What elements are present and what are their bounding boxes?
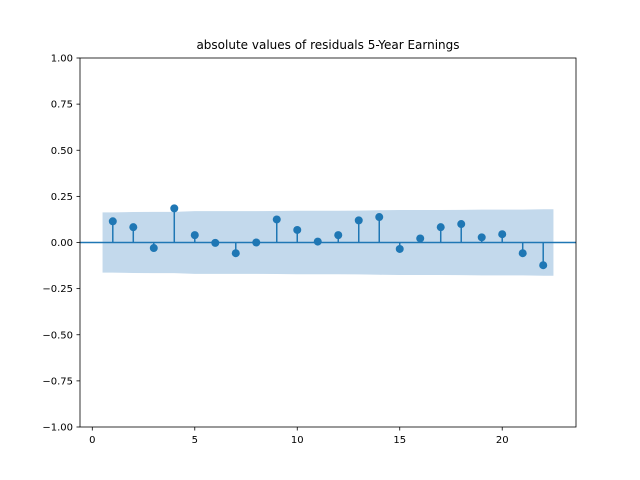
data-point: [252, 238, 261, 247]
y-tick-label: −0.50: [42, 330, 73, 341]
data-point: [190, 231, 199, 240]
x-tick-label: 0: [89, 435, 95, 446]
y-tick-label: −0.75: [42, 376, 73, 387]
x-tick-label: 20: [496, 435, 509, 446]
data-point: [211, 238, 220, 247]
data-point: [518, 249, 527, 258]
data-point: [395, 244, 404, 253]
data-point: [477, 233, 486, 242]
y-tick-label: −0.25: [42, 284, 73, 295]
data-point: [498, 230, 507, 239]
data-point: [149, 244, 158, 253]
data-point: [416, 234, 425, 243]
x-tick-label: 15: [393, 435, 406, 446]
data-point: [272, 215, 281, 224]
y-tick-label: 0.50: [51, 146, 73, 157]
data-point: [354, 216, 363, 225]
data-point: [108, 217, 117, 226]
chart-title: absolute values of residuals 5-Year Earn…: [196, 38, 459, 52]
data-point: [170, 204, 179, 213]
data-point: [293, 225, 302, 234]
plot-area: 0 5 10 15 20 −1.00 −0.75 −0.50 −0.25 0.00 0.25 0.50…: [42, 54, 577, 446]
y-tick-label: −1.00: [42, 423, 73, 434]
data-point: [231, 249, 240, 258]
y-tick-label: 1.00: [51, 54, 73, 65]
data-point: [129, 223, 138, 232]
data-point: [539, 261, 548, 270]
data-point: [436, 223, 445, 232]
data-point: [313, 237, 322, 246]
y-tick-label: 0.00: [51, 238, 73, 249]
y-tick-label: 0.75: [51, 100, 73, 111]
x-tick-label: 5: [192, 435, 198, 446]
data-point: [375, 213, 384, 222]
data-point: [334, 231, 343, 240]
y-tick-label: 0.25: [51, 192, 73, 203]
x-tick-label: 10: [291, 435, 304, 446]
data-point: [457, 220, 466, 229]
